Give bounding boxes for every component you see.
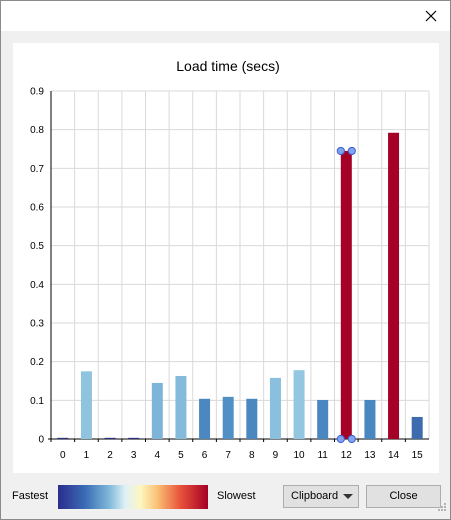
bar-0[interactable] — [57, 437, 69, 439]
bar-11[interactable] — [317, 399, 329, 439]
x-tick-label: 15 — [412, 450, 424, 461]
x-tick-label: 7 — [225, 450, 231, 461]
bar-5[interactable] — [175, 375, 187, 439]
chart-title: Load time (secs) — [176, 58, 279, 74]
bar-10[interactable] — [293, 370, 305, 439]
bar-6[interactable] — [199, 398, 211, 439]
selection-handle[interactable] — [336, 434, 345, 444]
y-tick-label: 0.6 — [30, 203, 44, 214]
bar-12[interactable] — [340, 150, 352, 439]
x-tick-label: 6 — [202, 450, 208, 461]
title-bar — [1, 1, 450, 31]
clipboard-label: Clipboard — [291, 490, 339, 502]
x-tick-label: 12 — [341, 450, 353, 461]
selection-handle[interactable] — [347, 146, 356, 156]
x-tick-label: 1 — [84, 450, 90, 461]
bar-7[interactable] — [222, 396, 234, 439]
y-tick-label: 0.1 — [30, 396, 44, 407]
chevron-down-icon — [343, 494, 353, 499]
y-tick-label: 0.2 — [30, 357, 44, 368]
y-tick-label: 0.4 — [30, 280, 44, 291]
y-tick-label: 0.9 — [30, 87, 44, 98]
selection-handle[interactable] — [347, 434, 356, 444]
x-tick-label: 4 — [155, 450, 161, 461]
x-tick-label: 10 — [294, 450, 306, 461]
y-tick-label: 0.5 — [30, 241, 44, 252]
selection-handle[interactable] — [336, 146, 345, 156]
y-tick-label: 0 — [38, 435, 44, 446]
x-tick-label: 0 — [60, 450, 66, 461]
bar-4[interactable] — [151, 382, 163, 439]
fastest-label: Fastest — [12, 490, 49, 502]
bar-8[interactable] — [246, 398, 258, 439]
bar-9[interactable] — [269, 377, 281, 439]
x-tick-label: 5 — [178, 450, 184, 461]
x-tick-label: 13 — [364, 450, 376, 461]
bar-14[interactable] — [388, 132, 400, 439]
color-scale-gradient — [58, 485, 208, 509]
close-button[interactable]: Close — [366, 485, 441, 508]
x-tick-label: 9 — [273, 450, 279, 461]
clipboard-dropdown[interactable]: Clipboard — [283, 485, 359, 508]
x-tick-label: 2 — [107, 450, 113, 461]
resize-grip-icon[interactable] — [437, 502, 447, 512]
x-tick-label: 14 — [388, 450, 400, 461]
chart-panel: Load time (secs) 0 0.1 0.2 0.3 0.4 0.5 0.6 0.7 0.… — [13, 43, 439, 473]
bottom-bar: Fastest Slowest Clipboard Close — [1, 479, 450, 515]
x-tick-label: 3 — [131, 450, 137, 461]
load-time-chart: Load time (secs) 0 0.1 0.2 0.3 0.4 0.5 0.6 0.7 0.… — [30, 58, 430, 461]
y-tick-label: 0.8 — [30, 125, 44, 136]
x-tick-label: 11 — [317, 450, 328, 461]
close-icon[interactable] — [418, 4, 444, 28]
bar-3[interactable] — [128, 437, 140, 439]
y-tick-label: 0.3 — [30, 319, 44, 330]
slowest-label: Slowest — [217, 490, 256, 502]
bar-1[interactable] — [80, 371, 92, 439]
bar-13[interactable] — [364, 399, 376, 439]
x-tick-label: 8 — [249, 450, 255, 461]
bar-2[interactable] — [104, 437, 116, 439]
bar-15[interactable] — [411, 416, 423, 439]
y-tick-label: 0.7 — [30, 164, 44, 175]
